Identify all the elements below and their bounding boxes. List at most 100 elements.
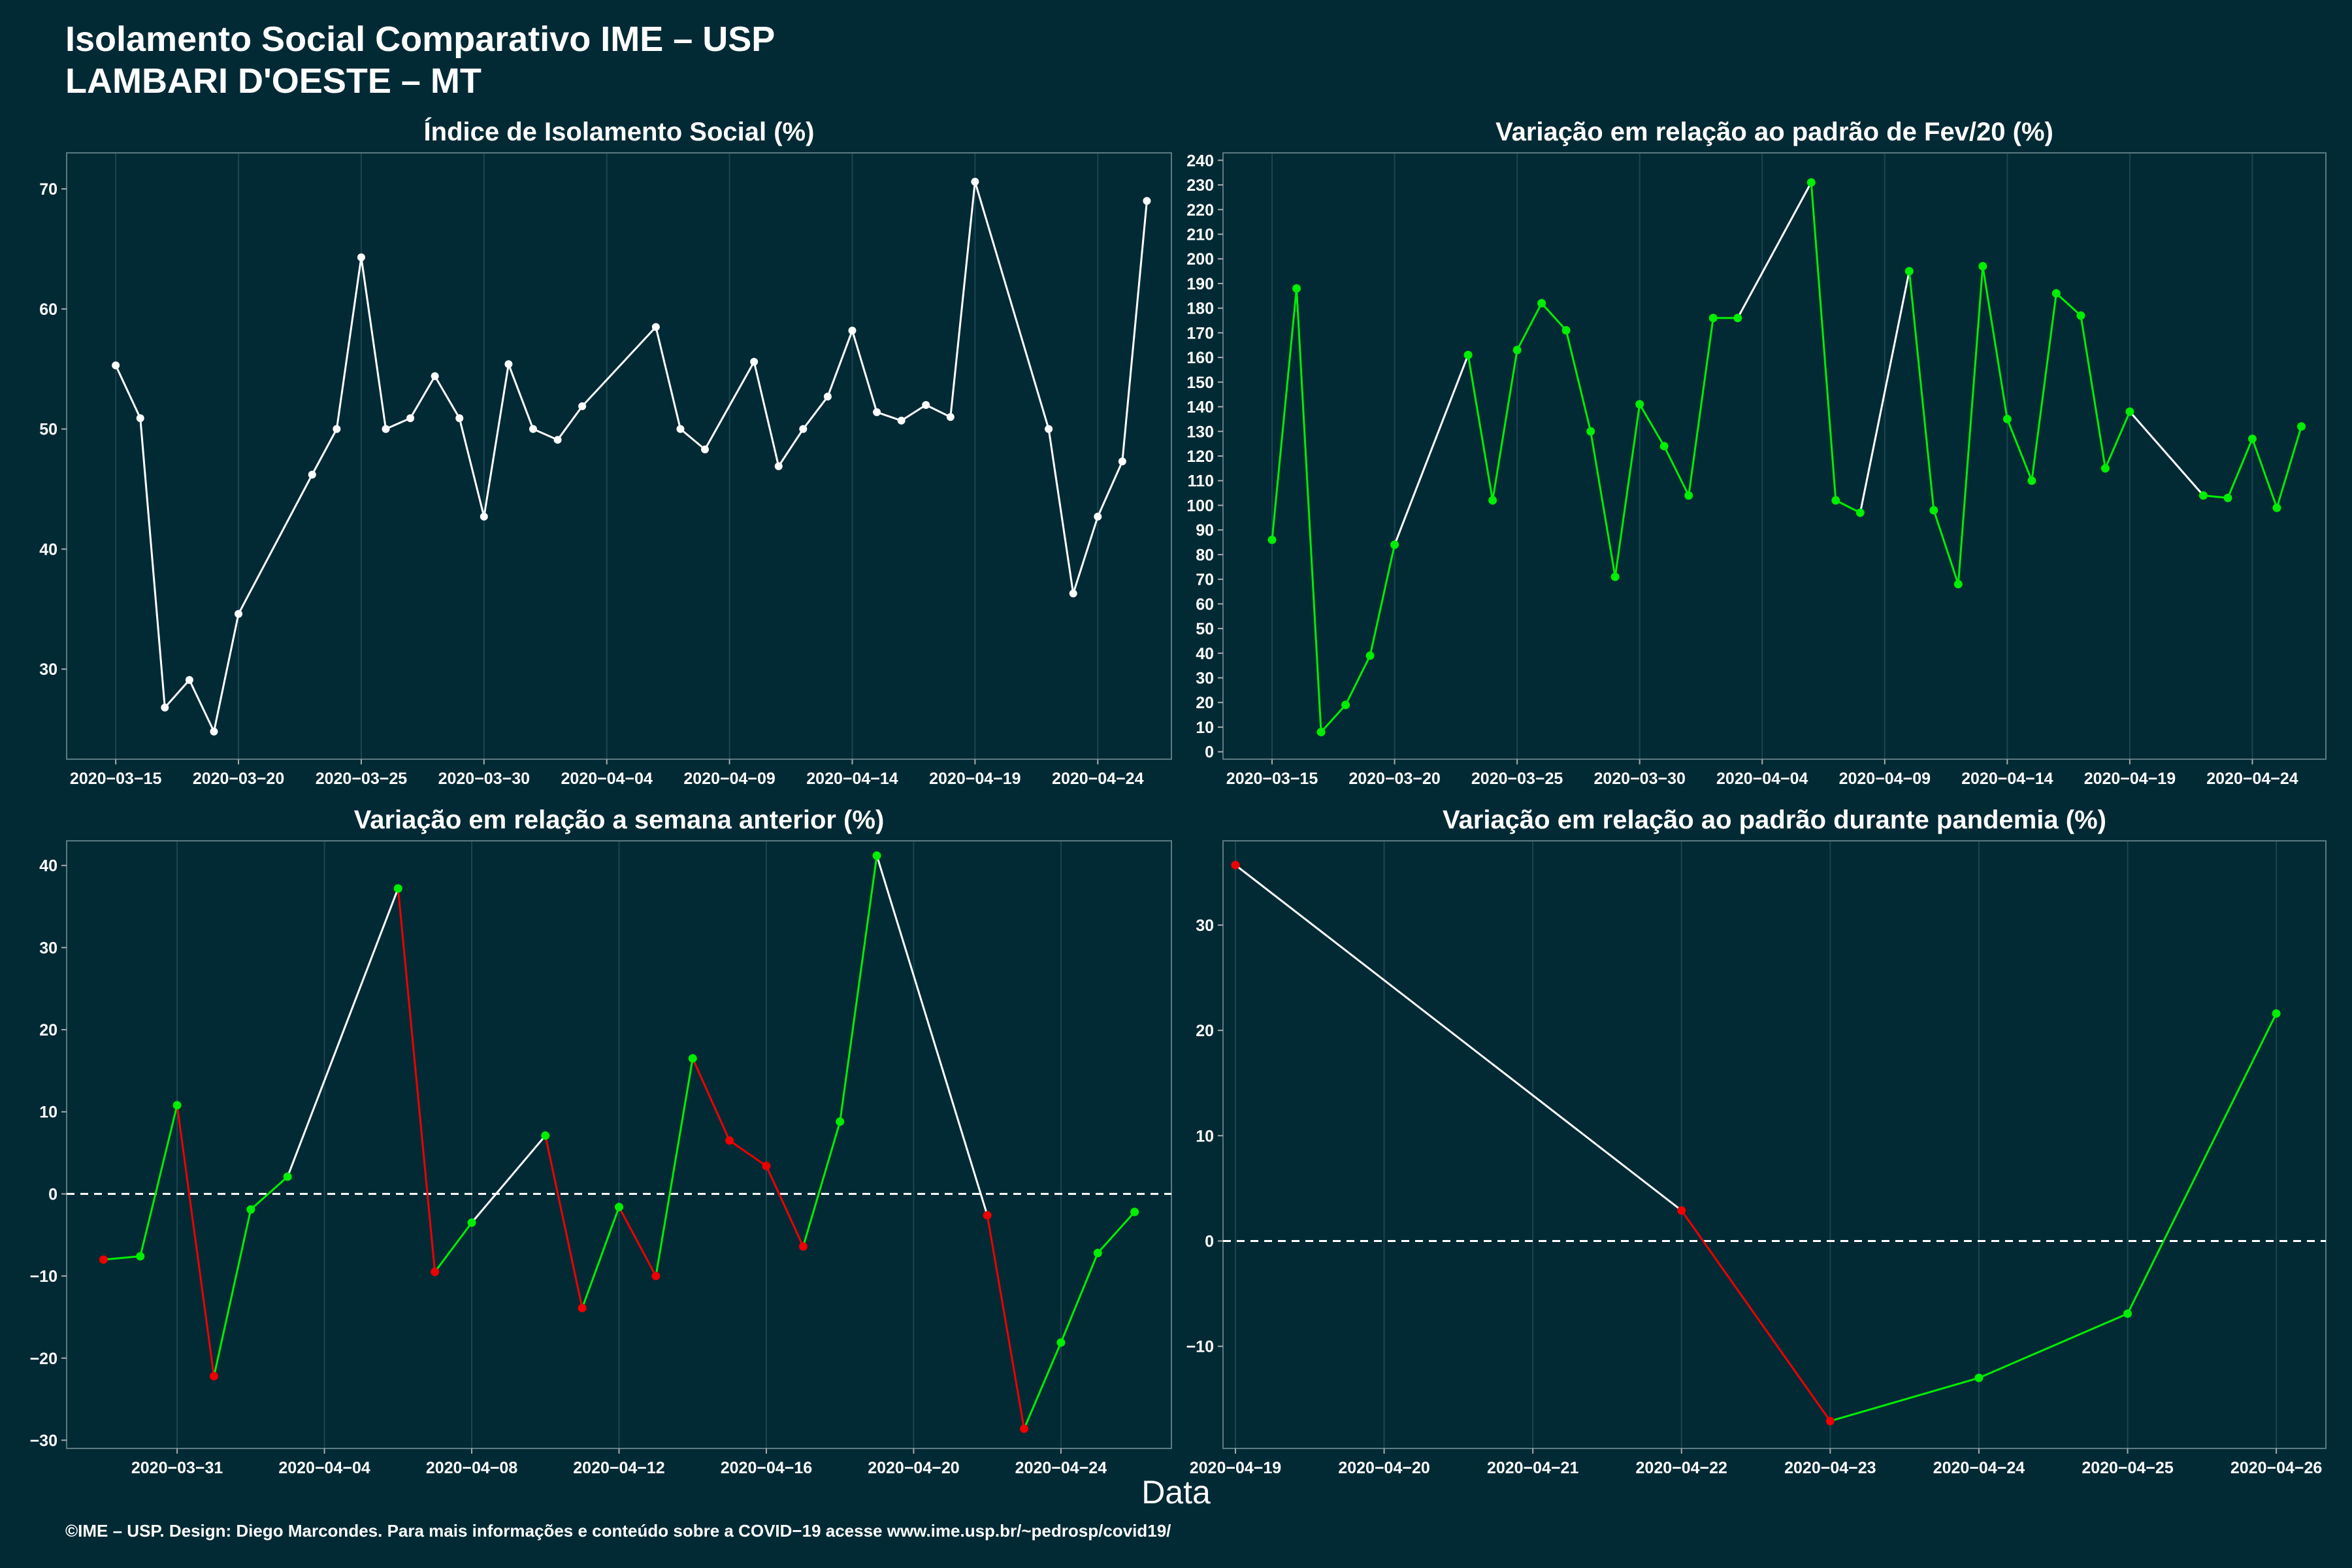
x-tick-label: 2020−04−12 [573,1459,664,1477]
data-point [615,1203,623,1212]
y-tick-label: 100 [1186,497,1214,515]
series-segment [2251,438,2278,508]
y-tick-label: 40 [39,540,57,559]
series-segment [385,417,411,431]
series-segment [1047,429,1075,594]
data-point [504,360,513,368]
x-tick-label: 2020−03−31 [131,1459,223,1477]
data-point [983,1211,992,1220]
data-point [1463,350,1473,359]
data-point [112,361,120,370]
data-point [1904,267,1914,276]
y-tick-label: 130 [1186,423,1214,441]
data-point [762,1162,771,1171]
data-point [210,727,218,736]
data-point [172,1101,182,1110]
data-point [1831,496,1840,505]
series-segment [618,1206,657,1277]
data-point [1953,580,1963,589]
data-point [836,1117,845,1126]
data-point [1806,178,1816,187]
series-segment [557,405,583,441]
data-point [750,357,759,366]
data-point [1341,700,1350,710]
series-segment [1023,1342,1062,1429]
y-tick-label: 0 [48,1185,57,1203]
y-tick-label: −10 [1186,1338,1214,1356]
data-point [922,400,930,409]
data-point [99,1255,108,1264]
series-segment [2129,411,2204,497]
main-title-line1: Isolamento Social Comparativo IME – USP [65,20,776,59]
data-point [393,884,402,893]
series-segment [1982,266,2008,419]
panel-title-4: Variação em relação ao padrão durante pa… [1443,806,2106,834]
series-segment [1345,655,1371,706]
series-segment [728,1139,767,1167]
series-segment [1688,318,1714,496]
data-point [235,610,243,618]
y-tick-label: 30 [39,939,57,957]
series-segment [1467,355,1494,501]
series-segment [434,1222,473,1273]
y-tick-label: −30 [30,1431,57,1450]
data-point [283,1172,292,1181]
series-segment [1590,431,1616,578]
x-tick-label: 2020−04−24 [1933,1459,2025,1477]
series-segment [875,855,988,1216]
y-tick-label: 240 [1186,152,1214,170]
x-tick-label: 2020−03−20 [193,770,284,788]
panel-frame [1222,152,2327,760]
series-segment [1663,446,1690,497]
y-tick-label: 30 [1196,917,1214,935]
y-tick-label: 30 [39,661,57,679]
data-point [651,323,660,331]
y-tick-label: 10 [1196,1127,1214,1145]
series-segment [2276,426,2302,508]
series-segment [1835,499,1861,514]
series-segment [212,613,240,732]
y-tick-label: 170 [1186,324,1214,342]
data-point [798,1242,808,1251]
series-segment [655,1058,694,1277]
series-segment [1680,1209,1831,1422]
series-segment [114,365,142,419]
data-point [1586,427,1595,436]
data-point [688,1054,697,1063]
x-tick-label: 2020−04−14 [1961,770,2053,788]
series-segment [691,1058,730,1141]
data-point [2125,407,2134,416]
x-tick-label: 2020−03−30 [1593,770,1685,788]
data-point [1130,1207,1139,1217]
data-point [1488,496,1497,505]
series-segment [470,1135,546,1224]
data-point [1267,535,1277,544]
data-point [553,436,562,444]
y-tick-label: 20 [39,1021,57,1039]
data-point [676,425,685,433]
data-point [1825,1416,1835,1426]
series-segment [483,364,510,517]
data-point [455,414,464,423]
series-segment [2104,411,2131,469]
y-tick-label: 70 [1196,571,1214,589]
data-point [529,425,537,433]
y-tick-label: 90 [1196,521,1214,540]
data-point [823,393,832,401]
series-segment [2006,418,2033,482]
x-tick-label: 2020−03−15 [1226,770,1318,788]
series-segment [2055,292,2082,317]
series-segment [1516,302,1543,351]
series-segment [544,1135,583,1309]
data-point [2051,289,2061,298]
data-point [246,1205,255,1214]
y-tick-label: 60 [1196,595,1214,613]
series-segment [2080,315,2106,469]
data-point [161,703,169,711]
data-point [2198,491,2208,500]
data-point [467,1218,476,1227]
y-tick-label: 70 [39,180,57,199]
x-tick-label: 2020−04−08 [426,1459,518,1477]
data-point [725,1136,734,1145]
